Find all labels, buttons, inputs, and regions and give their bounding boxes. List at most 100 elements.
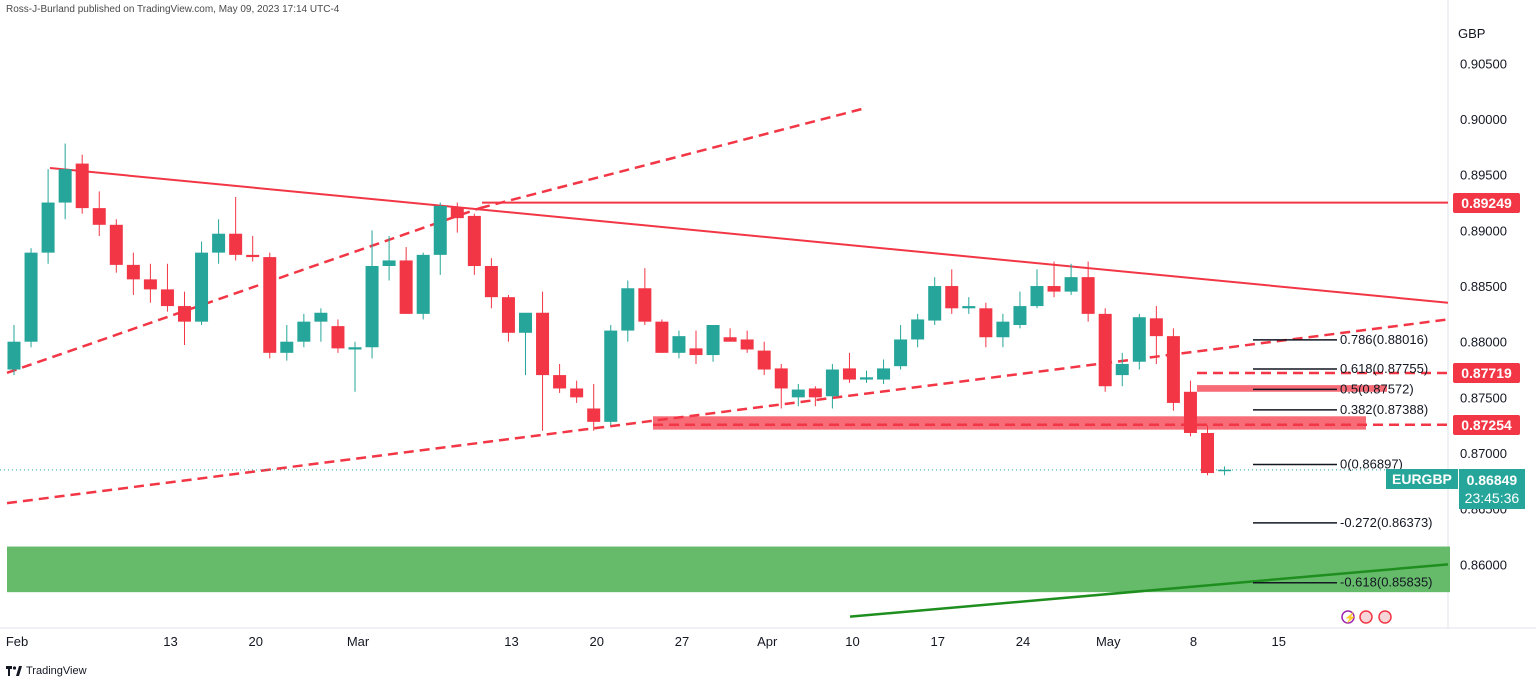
candle[interactable] <box>195 241 209 325</box>
candle[interactable] <box>655 319 669 353</box>
candle[interactable] <box>621 280 635 342</box>
fib-level-label: 0.382(0.87388) <box>1340 402 1428 417</box>
x-tick-label: 27 <box>675 634 689 649</box>
candle[interactable] <box>808 386 822 407</box>
candle[interactable] <box>587 384 601 431</box>
candle[interactable] <box>689 330 703 364</box>
candle[interactable] <box>1183 380 1197 437</box>
candle[interactable] <box>945 269 959 314</box>
lightning-icon[interactable] <box>1341 610 1355 624</box>
candle[interactable] <box>1030 269 1044 309</box>
candle[interactable] <box>484 258 498 309</box>
price-axis[interactable]: GBP 0.90500 0.90000 0.89500 0.89000 0.88500 0… <box>1458 26 1507 572</box>
candle[interactable] <box>1064 263 1078 295</box>
candle[interactable] <box>1201 425 1214 476</box>
flag-icon-uk-2[interactable] <box>1378 610 1392 624</box>
candle[interactable] <box>382 235 396 281</box>
candle[interactable] <box>604 325 618 426</box>
candle[interactable] <box>519 312 532 376</box>
candle-body <box>1183 391 1197 433</box>
candle[interactable] <box>24 248 38 348</box>
time-axis[interactable]: Feb 13 20 Mar 13 20 27 Apr 10 17 24 May 8 15 <box>6 634 1286 649</box>
candle-body <box>808 388 822 398</box>
x-tick-label: 13 <box>163 634 177 649</box>
price-tag-0.89249[interactable]: 0.89249 <box>1453 192 1520 213</box>
candle[interactable] <box>825 363 839 409</box>
candle-body <box>638 288 652 322</box>
candle[interactable] <box>928 277 942 325</box>
candle[interactable] <box>1115 352 1129 387</box>
support-trendline-green[interactable] <box>849 563 1449 618</box>
candle[interactable] <box>501 294 515 342</box>
candle[interactable] <box>638 268 652 325</box>
candle[interactable] <box>962 297 976 314</box>
candle[interactable] <box>229 196 243 261</box>
candle[interactable] <box>979 302 993 348</box>
candle[interactable] <box>399 247 413 314</box>
price-tag-0.87254[interactable]: 0.87254 <box>1453 414 1520 435</box>
y-tick-label: 0.89500 <box>1460 168 1507 183</box>
candle[interactable] <box>791 384 805 407</box>
symbol-price-box[interactable]: EURGBP 0.86849 23:45:36 <box>1386 469 1525 509</box>
channel-dashed-lower[interactable] <box>6 206 481 375</box>
candle[interactable] <box>672 330 686 359</box>
candle-body <box>774 368 788 389</box>
candle[interactable] <box>58 143 72 220</box>
candle[interactable] <box>467 213 481 275</box>
candle[interactable] <box>706 325 720 362</box>
lower-dashed-trendline[interactable] <box>6 318 1449 505</box>
candle[interactable] <box>774 363 788 409</box>
candle-body <box>1218 469 1232 472</box>
candle[interactable] <box>450 202 464 233</box>
candle[interactable] <box>297 313 311 348</box>
candle[interactable] <box>416 252 430 320</box>
candle[interactable] <box>860 370 873 383</box>
tradingview-logo-icon[interactable] <box>6 665 22 677</box>
candle[interactable] <box>75 154 89 214</box>
candle[interactable] <box>212 219 226 264</box>
candle[interactable] <box>911 313 925 348</box>
x-tick-label: 15 <box>1272 634 1286 649</box>
candle[interactable] <box>1166 328 1180 411</box>
candle[interactable] <box>1081 261 1095 322</box>
candle[interactable] <box>280 325 294 361</box>
candle[interactable] <box>570 380 584 403</box>
candle[interactable] <box>331 319 345 353</box>
candle[interactable] <box>877 359 891 384</box>
candle[interactable] <box>246 235 260 262</box>
candle[interactable] <box>433 202 447 275</box>
candle[interactable] <box>143 263 157 303</box>
channel-dashed-upper[interactable] <box>479 106 867 210</box>
x-tick-label: 8 <box>1190 634 1197 649</box>
candle[interactable] <box>348 341 362 392</box>
candle[interactable] <box>740 330 754 353</box>
candle[interactable] <box>126 252 140 295</box>
price-tag-0.87719[interactable]: 0.87719 <box>1453 362 1520 383</box>
candle[interactable] <box>1132 313 1146 370</box>
candle[interactable] <box>1047 261 1061 298</box>
candle[interactable] <box>314 308 328 342</box>
candle[interactable] <box>996 313 1010 348</box>
candle[interactable] <box>178 291 191 346</box>
candle[interactable] <box>1218 466 1232 476</box>
descending-trendline[interactable] <box>49 167 1449 304</box>
candle[interactable] <box>723 328 737 342</box>
candle[interactable] <box>1098 308 1112 392</box>
candle[interactable] <box>365 230 379 359</box>
candle[interactable] <box>894 325 908 370</box>
candle[interactable] <box>92 191 106 236</box>
flag-icon-uk-1[interactable] <box>1359 610 1373 624</box>
candle[interactable] <box>263 252 277 359</box>
candle[interactable] <box>757 341 771 376</box>
candle[interactable] <box>1149 306 1163 364</box>
candle[interactable] <box>842 352 856 383</box>
candle[interactable] <box>553 363 567 393</box>
candle[interactable] <box>109 219 123 273</box>
candle[interactable] <box>41 169 55 264</box>
candle[interactable] <box>536 291 550 431</box>
candle[interactable] <box>1013 291 1027 329</box>
candle[interactable] <box>160 263 174 312</box>
candle[interactable] <box>7 325 21 376</box>
candle-body <box>962 306 976 309</box>
